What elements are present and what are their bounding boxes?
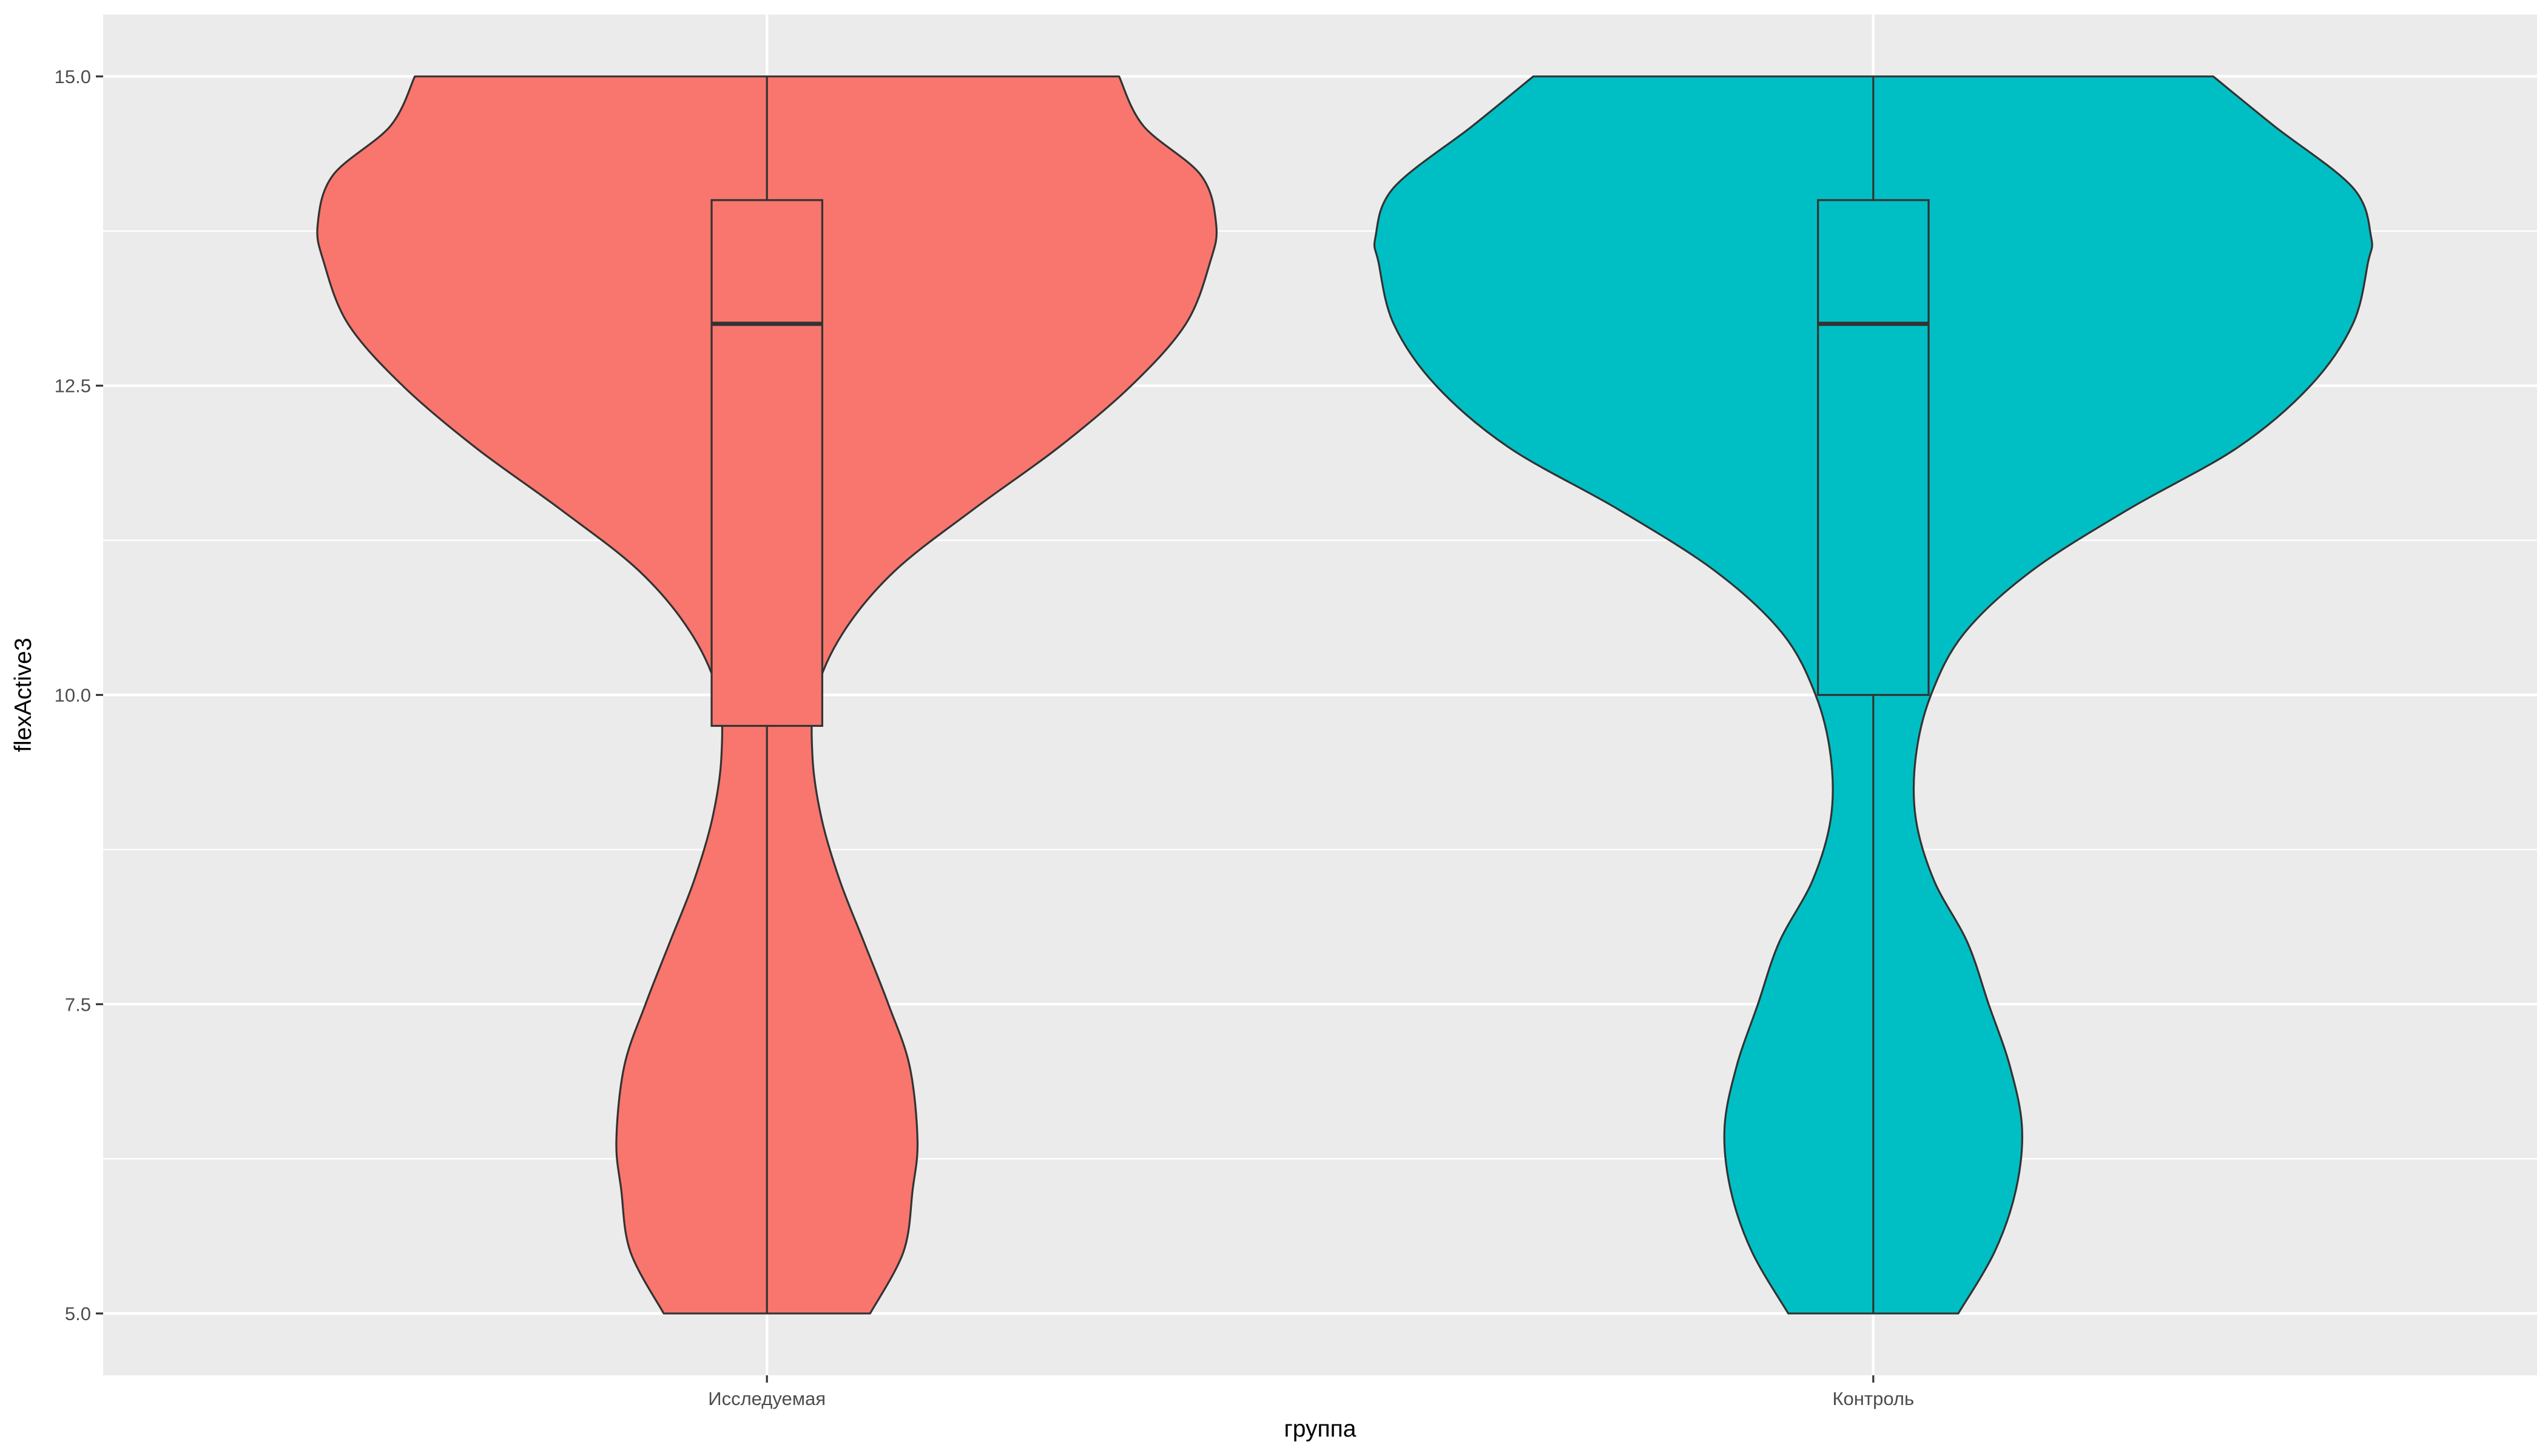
boxplot-2 xyxy=(1817,76,1930,1314)
y-tick-label: 12.5 xyxy=(55,376,91,397)
boxplot-1 xyxy=(710,76,823,1314)
box-iqr xyxy=(710,199,823,727)
x-tick-label: Контроль xyxy=(1832,1388,1914,1409)
x-axis-title: группа xyxy=(1284,1416,1357,1442)
y-tick-label: 7.5 xyxy=(65,994,91,1015)
y-tick-label: 10.0 xyxy=(55,685,91,706)
y-axis-title: flexActive3 xyxy=(10,638,36,752)
boxplots xyxy=(710,76,1930,1314)
y-tick-label: 15.0 xyxy=(55,66,91,87)
axes: 5.0 7.5 10.0 12.5 15.0 Исследуемая Контроль xyxy=(55,66,1914,1409)
box-iqr xyxy=(1817,199,1930,696)
y-tick-label: 5.0 xyxy=(65,1303,91,1324)
x-tick-label: Исследуемая xyxy=(708,1388,826,1409)
